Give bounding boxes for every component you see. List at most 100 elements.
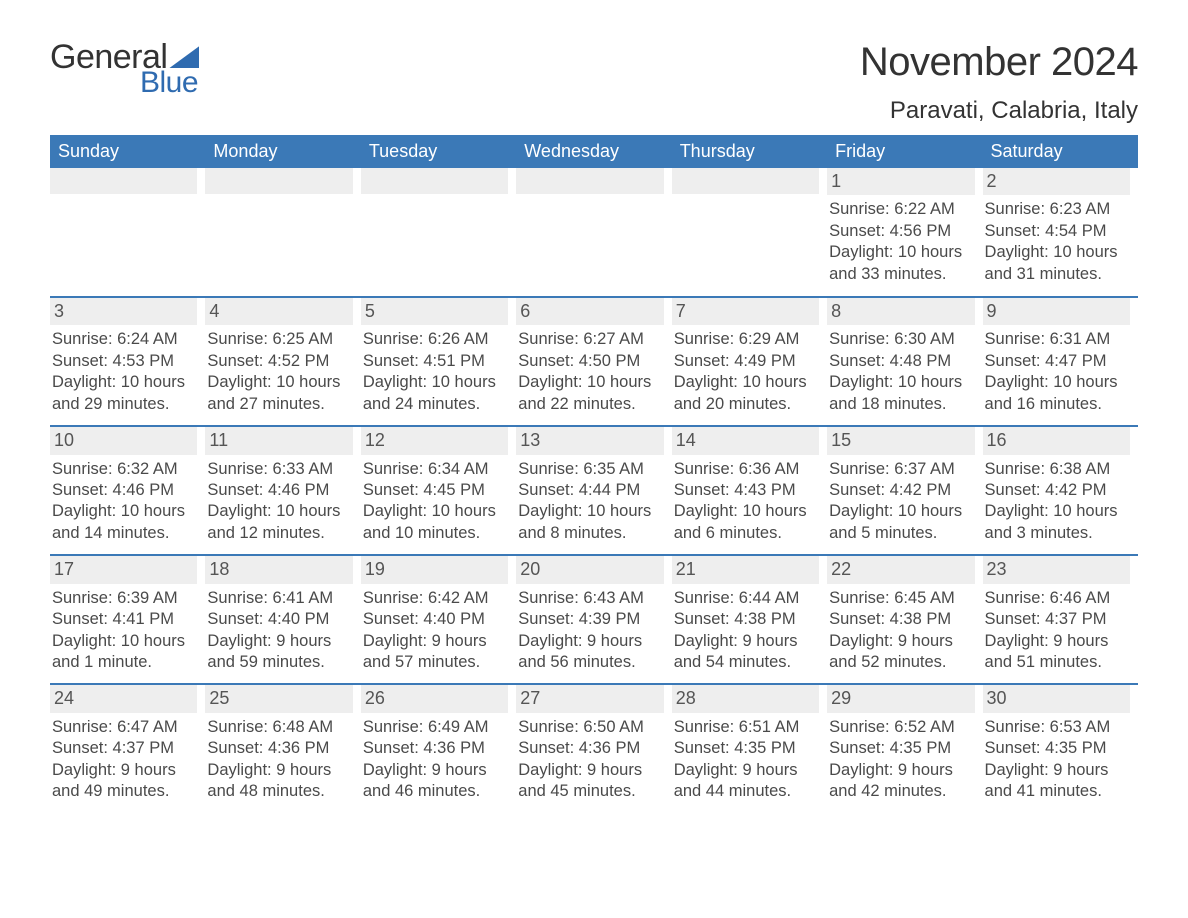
dl1-line: Daylight: 9 hours	[983, 760, 1130, 781]
dl2-line: and 56 minutes.	[516, 652, 663, 673]
sunrise-line: Sunrise: 6:41 AM	[205, 588, 352, 609]
dl2-line: and 18 minutes.	[827, 394, 974, 415]
day-cell: 1Sunrise: 6:22 AMSunset: 4:56 PMDaylight…	[827, 168, 982, 296]
sunset-line: Sunset: 4:53 PM	[50, 351, 197, 372]
dl1-line: Daylight: 10 hours	[827, 242, 974, 263]
week-row: 24Sunrise: 6:47 AMSunset: 4:37 PMDayligh…	[50, 683, 1138, 812]
day-cell: 21Sunrise: 6:44 AMSunset: 4:38 PMDayligh…	[672, 556, 827, 683]
sunset-line: Sunset: 4:35 PM	[983, 738, 1130, 759]
day-number: 8	[827, 298, 974, 325]
sunrise-line: Sunrise: 6:24 AM	[50, 329, 197, 350]
day-number: 1	[827, 168, 974, 195]
sunrise-line: Sunrise: 6:31 AM	[983, 329, 1130, 350]
day-cell: 16Sunrise: 6:38 AMSunset: 4:42 PMDayligh…	[983, 427, 1138, 554]
dl2-line: and 48 minutes.	[205, 781, 352, 802]
dl2-line: and 6 minutes.	[672, 523, 819, 544]
day-number: 11	[205, 427, 352, 454]
sunrise-line: Sunrise: 6:33 AM	[205, 459, 352, 480]
day-number: 17	[50, 556, 197, 583]
day-cell: 6Sunrise: 6:27 AMSunset: 4:50 PMDaylight…	[516, 298, 671, 425]
sunset-line: Sunset: 4:36 PM	[205, 738, 352, 759]
sunrise-line: Sunrise: 6:30 AM	[827, 329, 974, 350]
dl1-line: Daylight: 10 hours	[205, 372, 352, 393]
sunset-line: Sunset: 4:38 PM	[827, 609, 974, 630]
dl1-line: Daylight: 10 hours	[827, 372, 974, 393]
sunrise-line: Sunrise: 6:43 AM	[516, 588, 663, 609]
day-cell: 17Sunrise: 6:39 AMSunset: 4:41 PMDayligh…	[50, 556, 205, 683]
day-number: 16	[983, 427, 1130, 454]
sunset-line: Sunset: 4:38 PM	[672, 609, 819, 630]
dl1-line: Daylight: 10 hours	[672, 501, 819, 522]
day-cell: 19Sunrise: 6:42 AMSunset: 4:40 PMDayligh…	[361, 556, 516, 683]
sunset-line: Sunset: 4:48 PM	[827, 351, 974, 372]
day-number: 26	[361, 685, 508, 712]
day-number: 30	[983, 685, 1130, 712]
sunrise-line: Sunrise: 6:37 AM	[827, 459, 974, 480]
day-number: 23	[983, 556, 1130, 583]
sunset-line: Sunset: 4:52 PM	[205, 351, 352, 372]
dl1-line: Daylight: 10 hours	[50, 372, 197, 393]
sunrise-line: Sunrise: 6:38 AM	[983, 459, 1130, 480]
calendar: Sunday Monday Tuesday Wednesday Thursday…	[50, 135, 1138, 813]
dl1-line: Daylight: 10 hours	[516, 501, 663, 522]
sunrise-line: Sunrise: 6:50 AM	[516, 717, 663, 738]
sunrise-line: Sunrise: 6:29 AM	[672, 329, 819, 350]
dl2-line: and 46 minutes.	[361, 781, 508, 802]
day-number	[50, 168, 197, 194]
sunset-line: Sunset: 4:40 PM	[205, 609, 352, 630]
dl2-line: and 24 minutes.	[361, 394, 508, 415]
day-cell: 9 Sunrise: 6:31 AMSunset: 4:47 PMDaylight…	[983, 298, 1138, 425]
week-row: 10Sunrise: 6:32 AMSunset: 4:46 PMDayligh…	[50, 425, 1138, 554]
sunset-line: Sunset: 4:37 PM	[983, 609, 1130, 630]
dl1-line: Daylight: 10 hours	[983, 501, 1130, 522]
day-number: 12	[361, 427, 508, 454]
sunrise-line: Sunrise: 6:52 AM	[827, 717, 974, 738]
sunset-line: Sunset: 4:35 PM	[827, 738, 974, 759]
day-cell: 13Sunrise: 6:35 AMSunset: 4:44 PMDayligh…	[516, 427, 671, 554]
sunset-line: Sunset: 4:47 PM	[983, 351, 1130, 372]
sunrise-line: Sunrise: 6:48 AM	[205, 717, 352, 738]
sunset-line: Sunset: 4:51 PM	[361, 351, 508, 372]
day-cell: 11Sunrise: 6:33 AMSunset: 4:46 PMDayligh…	[205, 427, 360, 554]
day-number: 9	[983, 298, 1130, 325]
day-number: 22	[827, 556, 974, 583]
day-number: 5	[361, 298, 508, 325]
dl1-line: Daylight: 9 hours	[205, 760, 352, 781]
dl2-line: and 59 minutes.	[205, 652, 352, 673]
logo: General Blue	[50, 40, 199, 98]
calendar-page: General Blue November 2024 Paravati, Cal…	[0, 0, 1188, 843]
day-cell	[50, 168, 205, 296]
dl2-line: and 33 minutes.	[827, 264, 974, 285]
dl1-line: Daylight: 10 hours	[361, 501, 508, 522]
dl1-line: Daylight: 10 hours	[672, 372, 819, 393]
dl2-line: and 27 minutes.	[205, 394, 352, 415]
day-number: 18	[205, 556, 352, 583]
week-row: 17Sunrise: 6:39 AMSunset: 4:41 PMDayligh…	[50, 554, 1138, 683]
sunrise-line: Sunrise: 6:25 AM	[205, 329, 352, 350]
day-cell: 4Sunrise: 6:25 AMSunset: 4:52 PMDaylight…	[205, 298, 360, 425]
sunset-line: Sunset: 4:35 PM	[672, 738, 819, 759]
dl1-line: Daylight: 10 hours	[50, 631, 197, 652]
day-cell	[361, 168, 516, 296]
dl2-line: and 49 minutes.	[50, 781, 197, 802]
dl2-line: and 45 minutes.	[516, 781, 663, 802]
day-cell: 18 Sunrise: 6:41 AMSunset: 4:40 PMDayligh…	[205, 556, 360, 683]
sunset-line: Sunset: 4:36 PM	[516, 738, 663, 759]
dl1-line: Daylight: 10 hours	[361, 372, 508, 393]
sunset-line: Sunset: 4:54 PM	[983, 221, 1130, 242]
sunset-line: Sunset: 4:44 PM	[516, 480, 663, 501]
day-cell: 2Sunrise: 6:23 AMSunset: 4:54 PMDaylight…	[983, 168, 1138, 296]
dl2-line: and 20 minutes.	[672, 394, 819, 415]
day-cell: 29Sunrise: 6:52 AMSunset: 4:35 PMDayligh…	[827, 685, 982, 812]
day-cell: 15Sunrise: 6:37 AMSunset: 4:42 PMDayligh…	[827, 427, 982, 554]
month-title: November 2024	[860, 40, 1138, 85]
dl1-line: Daylight: 10 hours	[983, 372, 1130, 393]
dl2-line: and 52 minutes.	[827, 652, 974, 673]
dl1-line: Daylight: 9 hours	[205, 631, 352, 652]
sunset-line: Sunset: 4:39 PM	[516, 609, 663, 630]
day-number: 7	[672, 298, 819, 325]
sunset-line: Sunset: 4:42 PM	[827, 480, 974, 501]
day-cell: 22Sunrise: 6:45 AMSunset: 4:38 PMDayligh…	[827, 556, 982, 683]
header: General Blue November 2024 Paravati, Cal…	[50, 40, 1138, 125]
dl2-line: and 5 minutes.	[827, 523, 974, 544]
